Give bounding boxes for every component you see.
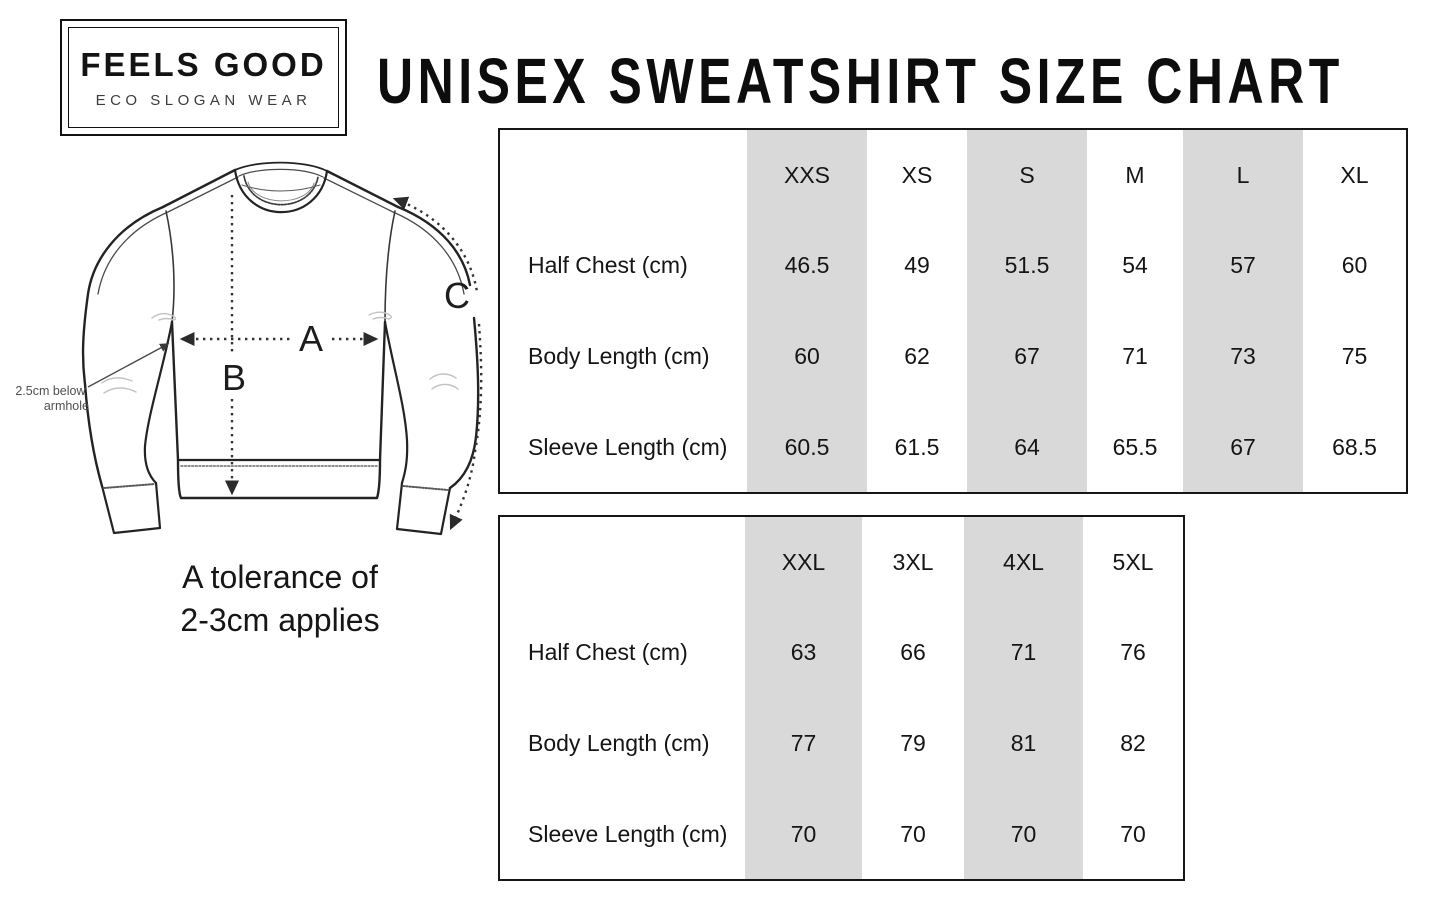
measurement-value: 73 bbox=[1230, 343, 1256, 369]
armhole-note-arrow bbox=[87, 343, 170, 388]
measurement-value: 51.5 bbox=[1004, 252, 1050, 278]
table-row-body-length: Body Length (cm) 77 79 81 82 bbox=[499, 698, 1184, 789]
row-label: Sleeve Length (cm) bbox=[528, 433, 728, 460]
fabric-detail-marks bbox=[101, 311, 459, 394]
measurement-value: 79 bbox=[900, 730, 926, 756]
size-header-row: XXL 3XL 4XL 5XL bbox=[499, 516, 1184, 607]
left-cuff bbox=[100, 481, 162, 535]
measurement-value: 66 bbox=[900, 639, 926, 665]
page-title: UNISEX SWEATSHIRT SIZE CHART bbox=[377, 45, 1344, 117]
size-column-header: XL bbox=[1340, 161, 1369, 188]
table-row-sleeve-length: Sleeve Length (cm) 60.5 61.5 64 65.5 67 … bbox=[499, 402, 1407, 493]
right-cuff bbox=[395, 481, 452, 536]
measure-label-a: A bbox=[299, 318, 323, 359]
brand-name: FEELS GOOD bbox=[80, 46, 327, 83]
measurement-lines bbox=[179, 195, 483, 531]
table-row-half-chest: Half Chest (cm) 46.5 49 51.5 54 57 60 bbox=[499, 220, 1407, 311]
measurement-value: 70 bbox=[1010, 820, 1037, 847]
measurement-value: 60.5 bbox=[784, 433, 830, 460]
corner-cell bbox=[499, 516, 745, 607]
size-header-row: XXS XS S M L XL bbox=[499, 129, 1407, 220]
right-sleeve bbox=[396, 205, 472, 287]
measurement-value: 70 bbox=[790, 820, 817, 847]
measurement-value: 57 bbox=[1230, 252, 1256, 278]
table-row-half-chest: Half Chest (cm) 63 66 71 76 bbox=[499, 607, 1184, 698]
measure-line-c bbox=[392, 196, 479, 293]
tolerance-line-1: A tolerance of bbox=[182, 559, 378, 595]
tolerance-note: A tolerance of 2-3cm applies bbox=[140, 556, 420, 642]
size-column-header: XS bbox=[901, 161, 933, 188]
left-sleeve bbox=[81, 205, 165, 488]
collar bbox=[233, 161, 329, 214]
row-label: Half Chest (cm) bbox=[528, 639, 688, 665]
measurement-value: 65.5 bbox=[1112, 433, 1158, 460]
measurement-value: 75 bbox=[1341, 343, 1368, 369]
measure-label-b: B bbox=[222, 357, 246, 398]
size-column-header: M bbox=[1125, 161, 1145, 188]
sweatshirt-outline bbox=[81, 161, 480, 536]
measurement-value: 71 bbox=[1010, 639, 1037, 665]
row-label: Body Length (cm) bbox=[528, 343, 710, 369]
measurement-value: 67 bbox=[1230, 433, 1256, 460]
measurement-value: 62 bbox=[904, 343, 930, 369]
row-label: Sleeve Length (cm) bbox=[528, 820, 728, 847]
size-column-header: L bbox=[1236, 161, 1250, 188]
table-row-sleeve-length: Sleeve Length (cm) 70 70 70 70 bbox=[499, 789, 1184, 880]
size-column-header: XXL bbox=[781, 548, 826, 575]
measurement-value: 60 bbox=[794, 343, 820, 369]
size-column-header: 3XL bbox=[892, 548, 934, 575]
measurement-value: 46.5 bbox=[784, 252, 830, 278]
row-label: Body Length (cm) bbox=[528, 730, 710, 756]
measurement-value: 76 bbox=[1120, 639, 1146, 665]
table-row-body-length: Body Length (cm) 60 62 67 71 73 75 bbox=[499, 311, 1407, 402]
measurement-value: 71 bbox=[1122, 343, 1148, 369]
measurement-value: 82 bbox=[1120, 730, 1146, 756]
sweatshirt-diagram: A B C 2.5cm below armhole bbox=[15, 161, 483, 536]
size-table-xxs-xl: XXS XS S M L XL Half Chest (cm) 46.5 49 … bbox=[498, 128, 1408, 494]
size-column-header: XXS bbox=[783, 161, 831, 188]
size-table-xxl-5xl: XXL 3XL 4XL 5XL Half Chest (cm) 63 66 71… bbox=[498, 515, 1185, 881]
logo-inner-frame: FEELS GOOD ECO SLOGAN WEAR bbox=[68, 27, 339, 128]
measurement-value: 60 bbox=[1341, 252, 1368, 278]
size-column-header: 5XL bbox=[1112, 548, 1154, 575]
measurement-value: 49 bbox=[904, 252, 930, 278]
measurement-value: 63 bbox=[790, 639, 817, 665]
corner-cell bbox=[499, 129, 747, 220]
measurement-value: 68.5 bbox=[1332, 433, 1377, 460]
size-column-header: S bbox=[1019, 161, 1035, 188]
measure-label-c: C bbox=[444, 275, 470, 316]
hem-band bbox=[176, 458, 382, 500]
tolerance-line-2: 2-3cm applies bbox=[180, 602, 380, 638]
brand-tagline: ECO SLOGAN WEAR bbox=[95, 92, 312, 109]
measurement-value: 64 bbox=[1014, 433, 1040, 460]
measurement-value: 67 bbox=[1014, 343, 1040, 369]
armhole-note: 2.5cm below armhole bbox=[15, 384, 89, 413]
measurement-value: 54 bbox=[1122, 252, 1148, 278]
measurement-value: 81 bbox=[1010, 730, 1037, 756]
measurement-value: 70 bbox=[1120, 820, 1146, 847]
measurement-value: 70 bbox=[900, 820, 926, 847]
brand-logo: FEELS GOOD ECO SLOGAN WEAR bbox=[60, 19, 347, 136]
measurement-value: 77 bbox=[790, 730, 817, 756]
measurement-value: 61.5 bbox=[894, 433, 940, 460]
row-label: Half Chest (cm) bbox=[528, 252, 688, 278]
size-column-header: 4XL bbox=[1003, 548, 1044, 575]
